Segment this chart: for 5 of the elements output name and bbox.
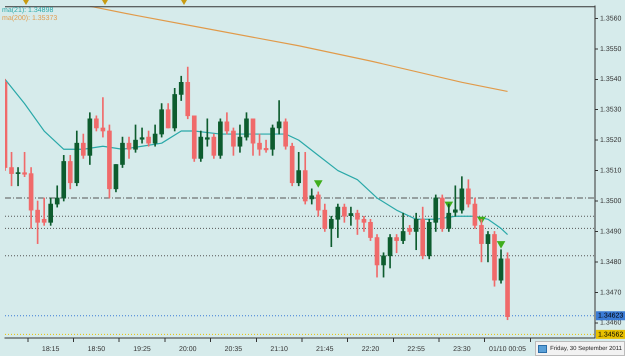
candlestick	[16, 167, 20, 186]
candlestick	[22, 152, 27, 177]
candlestick	[140, 128, 144, 144]
point	[497, 241, 505, 248]
point	[314, 180, 322, 188]
